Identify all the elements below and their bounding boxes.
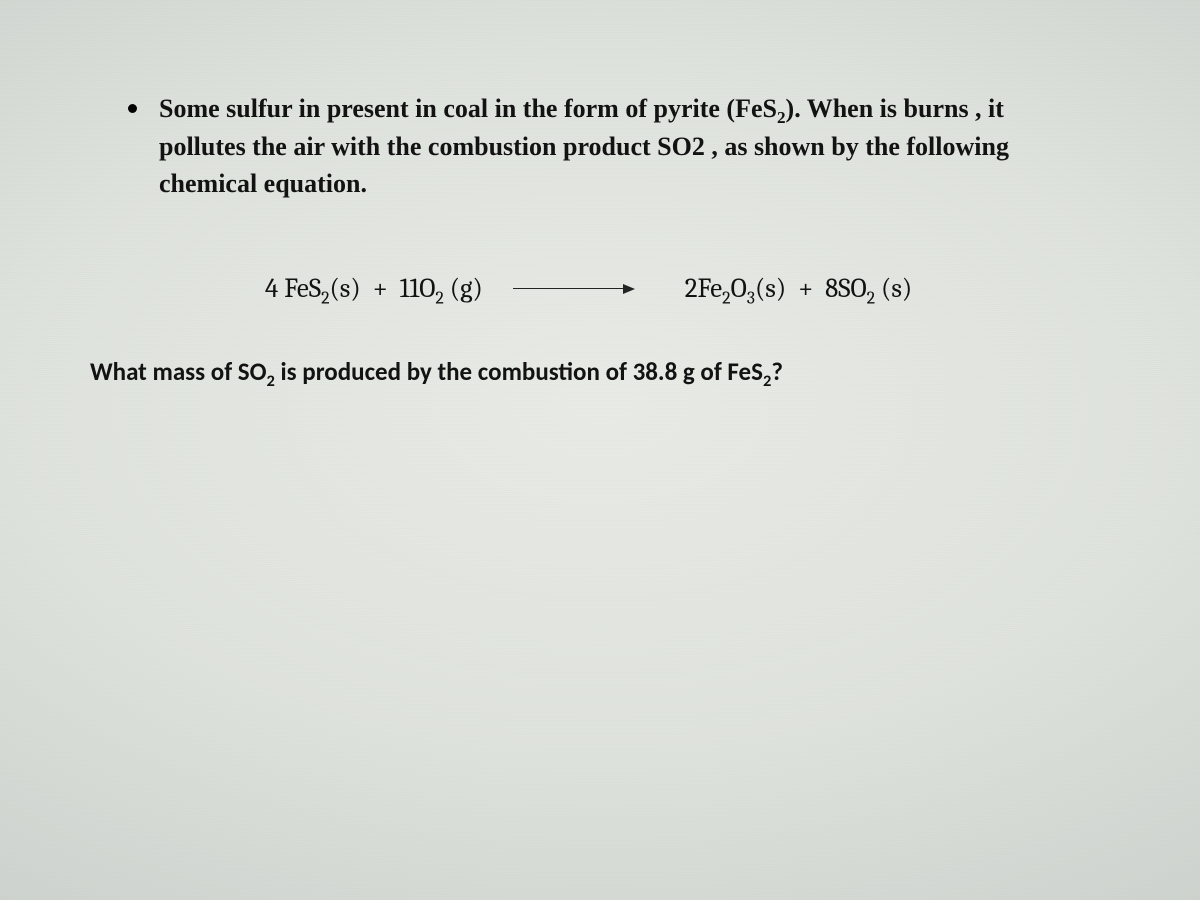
product1-sub1: 2	[722, 288, 730, 308]
question-text: What mass of SO2 is produced by the comb…	[90, 356, 1130, 387]
intro-text: Some sulfur in present in coal in the fo…	[159, 90, 1009, 203]
reactant2-state: (g)	[444, 273, 483, 304]
plus-2: +	[786, 273, 825, 304]
plus-1: +	[361, 273, 400, 304]
product1-sub2: 3	[747, 288, 755, 308]
intro-line3: chemical equation.	[159, 169, 367, 198]
reactant-1: 4 FeS2(s)	[265, 273, 361, 304]
product-1: 2Fe2O3(s)	[685, 273, 786, 304]
problem-content: Some sulfur in present in coal in the fo…	[90, 90, 1130, 387]
reactant2-sub: 2	[435, 288, 443, 308]
intro-line1a: Some sulfur in present in coal in the fo…	[159, 94, 777, 123]
bullet-icon	[128, 104, 137, 113]
product1-state: (s)	[755, 273, 786, 304]
question-a: What mass of SO	[90, 356, 267, 387]
question-sub1: 2	[267, 371, 275, 391]
arrow-line	[513, 288, 623, 289]
product2-sub: 2	[867, 288, 875, 308]
intro-block: Some sulfur in present in coal in the fo…	[128, 90, 1130, 203]
product2-formula: 8SO	[825, 273, 867, 304]
intro-line1b: ). When is burns , it	[786, 94, 1004, 123]
product2-state: (s)	[875, 273, 912, 304]
question-b: is produced by the combustion of 38.8 g …	[275, 356, 763, 387]
reactant1-formula: 4 FeS	[265, 273, 321, 304]
reactant2-formula: 11O	[400, 273, 436, 304]
intro-sub: 2	[777, 108, 786, 127]
question-c: ?	[771, 356, 783, 387]
product1-a: 2Fe	[685, 273, 722, 304]
reactant-2: 11O2 (g)	[400, 273, 483, 304]
product1-mid: O	[731, 273, 747, 304]
intro-line2: pollutes the air with the combustion pro…	[159, 132, 1009, 161]
product-2: 8SO2 (s)	[825, 273, 912, 304]
reactant1-state: (s)	[329, 273, 360, 304]
chemical-equation: 4 FeS2(s) + 11O2 (g) 2Fe2O3(s) + 8SO2 (s…	[265, 273, 1130, 304]
arrow-head-icon	[623, 284, 635, 294]
reaction-arrow	[513, 284, 635, 294]
